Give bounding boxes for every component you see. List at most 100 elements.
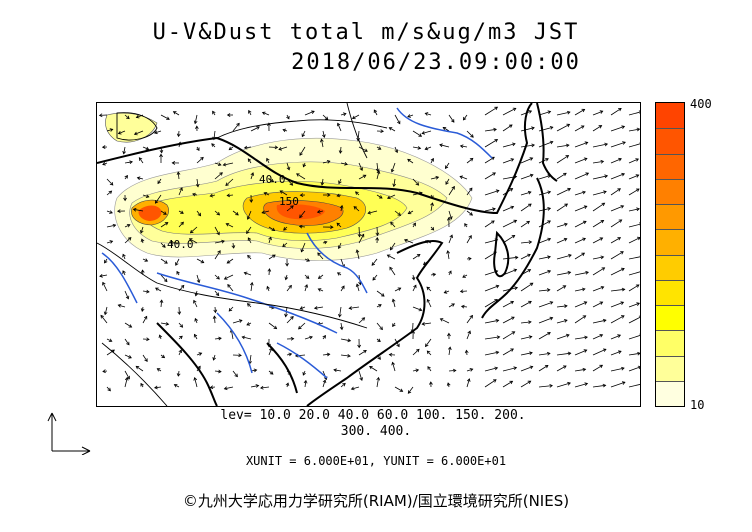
wind-arrow: [574, 383, 588, 388]
wind-arrow: [610, 126, 625, 132]
wind-arrow: [538, 365, 549, 372]
wind-arrow-head: [269, 371, 274, 375]
wind-arrow-head: [226, 260, 231, 264]
wind-arrow: [484, 379, 497, 388]
wind-arrow: [502, 235, 515, 244]
wind-arrow-head: [565, 143, 570, 148]
wind-arrow-head: [336, 122, 341, 127]
wind-arrow: [425, 112, 432, 116]
wind-arrow-head: [432, 272, 437, 277]
wind-arrow-head: [288, 352, 293, 357]
wind-arrow: [628, 302, 640, 308]
wind-arrow-head: [231, 245, 236, 249]
wind-arrow-head: [583, 205, 588, 209]
wind-arrow-head: [617, 334, 622, 338]
wind-arrow-head: [296, 173, 300, 177]
wind-arrow-head: [177, 311, 182, 315]
wind-arrow-head: [407, 390, 412, 394]
wind-arrow: [412, 349, 420, 356]
wind-arrow: [442, 127, 450, 132]
wind-arrow-head: [285, 382, 290, 387]
wind-arrow: [340, 205, 343, 212]
wind-arrow: [592, 334, 603, 340]
wind-arrow-head: [216, 275, 220, 280]
wind-arrow: [502, 143, 516, 148]
dust-plume: [105, 112, 473, 261]
wind-arrow: [556, 188, 571, 196]
wind-arrow: [628, 143, 640, 148]
wind-arrow: [427, 366, 432, 372]
wind-arrow-head: [209, 193, 214, 198]
wind-arrow: [574, 158, 588, 164]
wind-arrow-head: [123, 197, 127, 202]
wind-arrow: [178, 285, 185, 292]
wind-arrow-head: [547, 269, 552, 274]
wind-arrow-head: [284, 313, 288, 318]
wind-arrow-head: [566, 123, 571, 128]
wind-arrow: [392, 362, 396, 372]
wind-arrow: [484, 208, 496, 212]
wind-arrow: [106, 240, 113, 244]
wind-arrow: [247, 158, 252, 164]
wind-arrow-head: [288, 284, 292, 289]
wind-arrow: [214, 172, 223, 180]
wind-arrow: [124, 290, 129, 299]
wind-arrow-head: [491, 220, 495, 224]
wind-arrow-head: [136, 176, 141, 181]
wind-arrow: [196, 178, 199, 187]
wind-arrow: [610, 158, 622, 164]
wind-arrow-head: [309, 335, 313, 340]
wind-arrow-head: [600, 286, 605, 290]
wind-arrow: [314, 306, 324, 309]
wind-arrow-head: [266, 157, 270, 162]
wind-arrow-head: [528, 300, 532, 305]
wind-arrow-head: [326, 352, 331, 357]
wind-arrow: [213, 354, 216, 361]
wind-arrow: [448, 114, 455, 123]
wind-arrow-head: [101, 145, 106, 149]
wind-arrow: [448, 234, 453, 244]
wind-arrow: [610, 205, 624, 212]
wind-arrow-head: [223, 386, 228, 391]
wind-arrow: [574, 271, 589, 276]
wind-arrow-head: [407, 210, 412, 215]
wind-arrow-head: [397, 120, 401, 125]
wind-arrow-head: [146, 289, 150, 294]
wind-arrow-head: [108, 338, 113, 342]
wind-arrow-head: [353, 206, 358, 210]
wind-arrow: [425, 146, 432, 150]
wind-arrow: [574, 288, 585, 292]
wind-arrow: [358, 226, 360, 237]
wind-arrow: [371, 258, 378, 266]
wind-arrow: [574, 349, 587, 356]
wind-arrow-head: [109, 240, 114, 244]
wind-arrow: [592, 202, 605, 212]
wind-arrow-head: [430, 157, 434, 162]
wind-arrow: [340, 285, 345, 292]
wind-arrow: [268, 254, 276, 260]
wind-arrow-head: [389, 266, 393, 271]
wind-arrow-head: [376, 376, 381, 381]
wind-arrow: [349, 306, 360, 309]
wind-arrow-head: [154, 385, 158, 390]
wind-arrow: [260, 386, 270, 389]
wind-arrow: [160, 114, 170, 120]
wind-arrow: [628, 111, 640, 116]
wind-arrow-head: [122, 150, 126, 155]
wind-arrow: [268, 146, 278, 148]
wind-arrow: [232, 242, 235, 249]
wind-arrow: [461, 305, 468, 308]
wind-arrow-head: [223, 276, 228, 280]
wind-arrow: [210, 194, 216, 197]
wind-arrow: [538, 353, 550, 356]
wind-arrow: [178, 322, 183, 328]
wind-arrow: [628, 158, 639, 164]
wind-arrow: [351, 386, 360, 390]
wind-arrow: [610, 237, 621, 244]
wind-arrow: [196, 274, 200, 283]
wind-arrow-head: [249, 199, 254, 203]
wind-arrow-head: [618, 350, 622, 354]
wind-arrow: [592, 237, 603, 244]
wind-arrow-head: [621, 125, 626, 129]
wind-arrow: [592, 143, 608, 148]
